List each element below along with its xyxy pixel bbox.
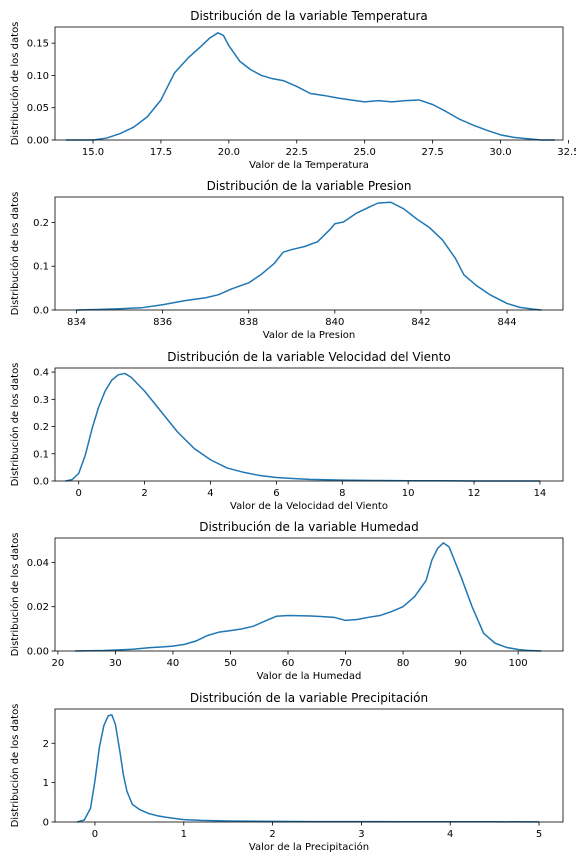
x-axis-label: Valor de la Velocidad del Viento xyxy=(230,501,388,512)
chart-title: Distribución de la variable Velocidad de… xyxy=(167,350,450,364)
y-tick-label: 0.00 xyxy=(27,136,49,147)
y-tick-label: 0.2 xyxy=(33,422,49,433)
x-tick-label: 40 xyxy=(167,658,180,669)
chart-panel-1: Distribución de la variable Temperatura 1… xyxy=(9,9,576,171)
x-tick-label: 5 xyxy=(536,829,542,840)
y-tick-label: 0.15 xyxy=(27,39,49,50)
x-tick-label: 30 xyxy=(109,658,122,669)
y-tick-label: 0.3 xyxy=(33,395,49,406)
y-axis-label: Distribución de los datos xyxy=(9,363,21,487)
y-tick-label: 0 xyxy=(43,818,49,829)
y-tick-label: 0.00 xyxy=(27,647,49,658)
x-tick-label: 25.0 xyxy=(354,147,376,158)
plot-frame xyxy=(54,708,564,823)
x-tick-label: 8 xyxy=(339,488,345,499)
x-tick-label: 4 xyxy=(207,488,213,499)
y-tick-label: 0.10 xyxy=(27,71,49,82)
chart-title: Distribución de la variable Temperatura xyxy=(190,9,428,23)
x-tick-label: 838 xyxy=(239,317,258,328)
density-curve xyxy=(76,201,542,311)
x-tick-label: 22.5 xyxy=(286,147,308,158)
x-tick-label: 6 xyxy=(273,488,279,499)
density-curve xyxy=(75,542,542,652)
x-tick-label: 0 xyxy=(76,488,82,499)
x-tick-label: 842 xyxy=(411,317,430,328)
y-tick-label: 0.05 xyxy=(27,103,49,114)
x-tick-label: 27.5 xyxy=(421,147,443,158)
x-axis-label: Valor de la Precipitación xyxy=(249,841,369,853)
y-tick-label: 2 xyxy=(43,739,49,750)
x-tick-label: 80 xyxy=(397,658,410,669)
x-tick-label: 2 xyxy=(269,829,275,840)
x-tick-label: 2 xyxy=(141,488,147,499)
plot-frame xyxy=(54,537,564,652)
x-tick-label: 3 xyxy=(358,829,364,840)
y-axis-label: Distribución de los datos xyxy=(9,704,21,828)
x-tick-label: 60 xyxy=(282,658,295,669)
y-tick-label: 0.1 xyxy=(33,262,49,273)
x-tick-label: 10 xyxy=(402,488,415,499)
y-tick-label: 0.0 xyxy=(33,477,49,488)
x-tick-label: 0 xyxy=(92,829,98,840)
x-tick-label: 4 xyxy=(447,829,453,840)
chart-title: Distribución de la variable Precipitació… xyxy=(190,691,428,705)
y-tick-label: 0.04 xyxy=(27,558,49,569)
plot-frame xyxy=(54,367,564,482)
x-tick-label: 834 xyxy=(67,317,86,328)
x-axis-label: Valor de la Temperatura xyxy=(249,160,369,171)
x-tick-label: 836 xyxy=(153,317,172,328)
y-tick-label: 0.0 xyxy=(33,306,49,317)
y-tick-label: 1 xyxy=(43,778,49,789)
density-curve xyxy=(76,714,540,823)
x-tick-label: 1 xyxy=(181,829,187,840)
x-axis-label: Valor de la Humedad xyxy=(257,671,362,682)
density-curve xyxy=(65,372,540,482)
y-axis-label: Distribución de los datos xyxy=(9,192,21,316)
x-tick-label: 17.5 xyxy=(150,147,172,158)
x-tick-label: 90 xyxy=(454,658,467,669)
x-tick-label: 20 xyxy=(52,658,65,669)
density-curve xyxy=(65,32,555,141)
plot-frame xyxy=(54,196,564,311)
chart-panel-5: Distribución de la variable Precipitació… xyxy=(9,691,564,853)
x-tick-label: 100 xyxy=(509,658,528,669)
y-axis-label: Distribución de los datos xyxy=(9,22,21,146)
chart-panel-3: Distribución de la variable Velocidad de… xyxy=(9,350,564,512)
x-tick-label: 844 xyxy=(497,317,516,328)
plot-frame xyxy=(54,26,564,141)
y-tick-label: 0.4 xyxy=(33,368,49,379)
chart-panel-4: Distribución de la variable Humedad 20 30 4… xyxy=(9,520,564,682)
chart-panel-2: Distribución de la variable Presion 834 83… xyxy=(9,179,564,341)
x-tick-label: 70 xyxy=(339,658,352,669)
x-axis-label: Valor de la Presion xyxy=(263,330,356,341)
chart-title: Distribución de la variable Presion xyxy=(207,179,412,193)
x-tick-label: 32.5 xyxy=(557,147,576,158)
x-tick-label: 50 xyxy=(224,658,237,669)
x-tick-label: 15.0 xyxy=(82,147,104,158)
x-tick-label: 14 xyxy=(534,488,547,499)
y-tick-label: 0.02 xyxy=(27,602,49,613)
y-tick-label: 0.1 xyxy=(33,449,49,460)
chart-title: Distribución de la variable Humedad xyxy=(199,520,419,534)
y-axis-label: Distribución de los datos xyxy=(9,533,21,657)
x-tick-label: 12 xyxy=(468,488,481,499)
y-tick-label: 0.2 xyxy=(33,218,49,229)
x-tick-label: 20.0 xyxy=(218,147,240,158)
x-tick-label: 840 xyxy=(325,317,344,328)
x-tick-label: 30.0 xyxy=(489,147,511,158)
